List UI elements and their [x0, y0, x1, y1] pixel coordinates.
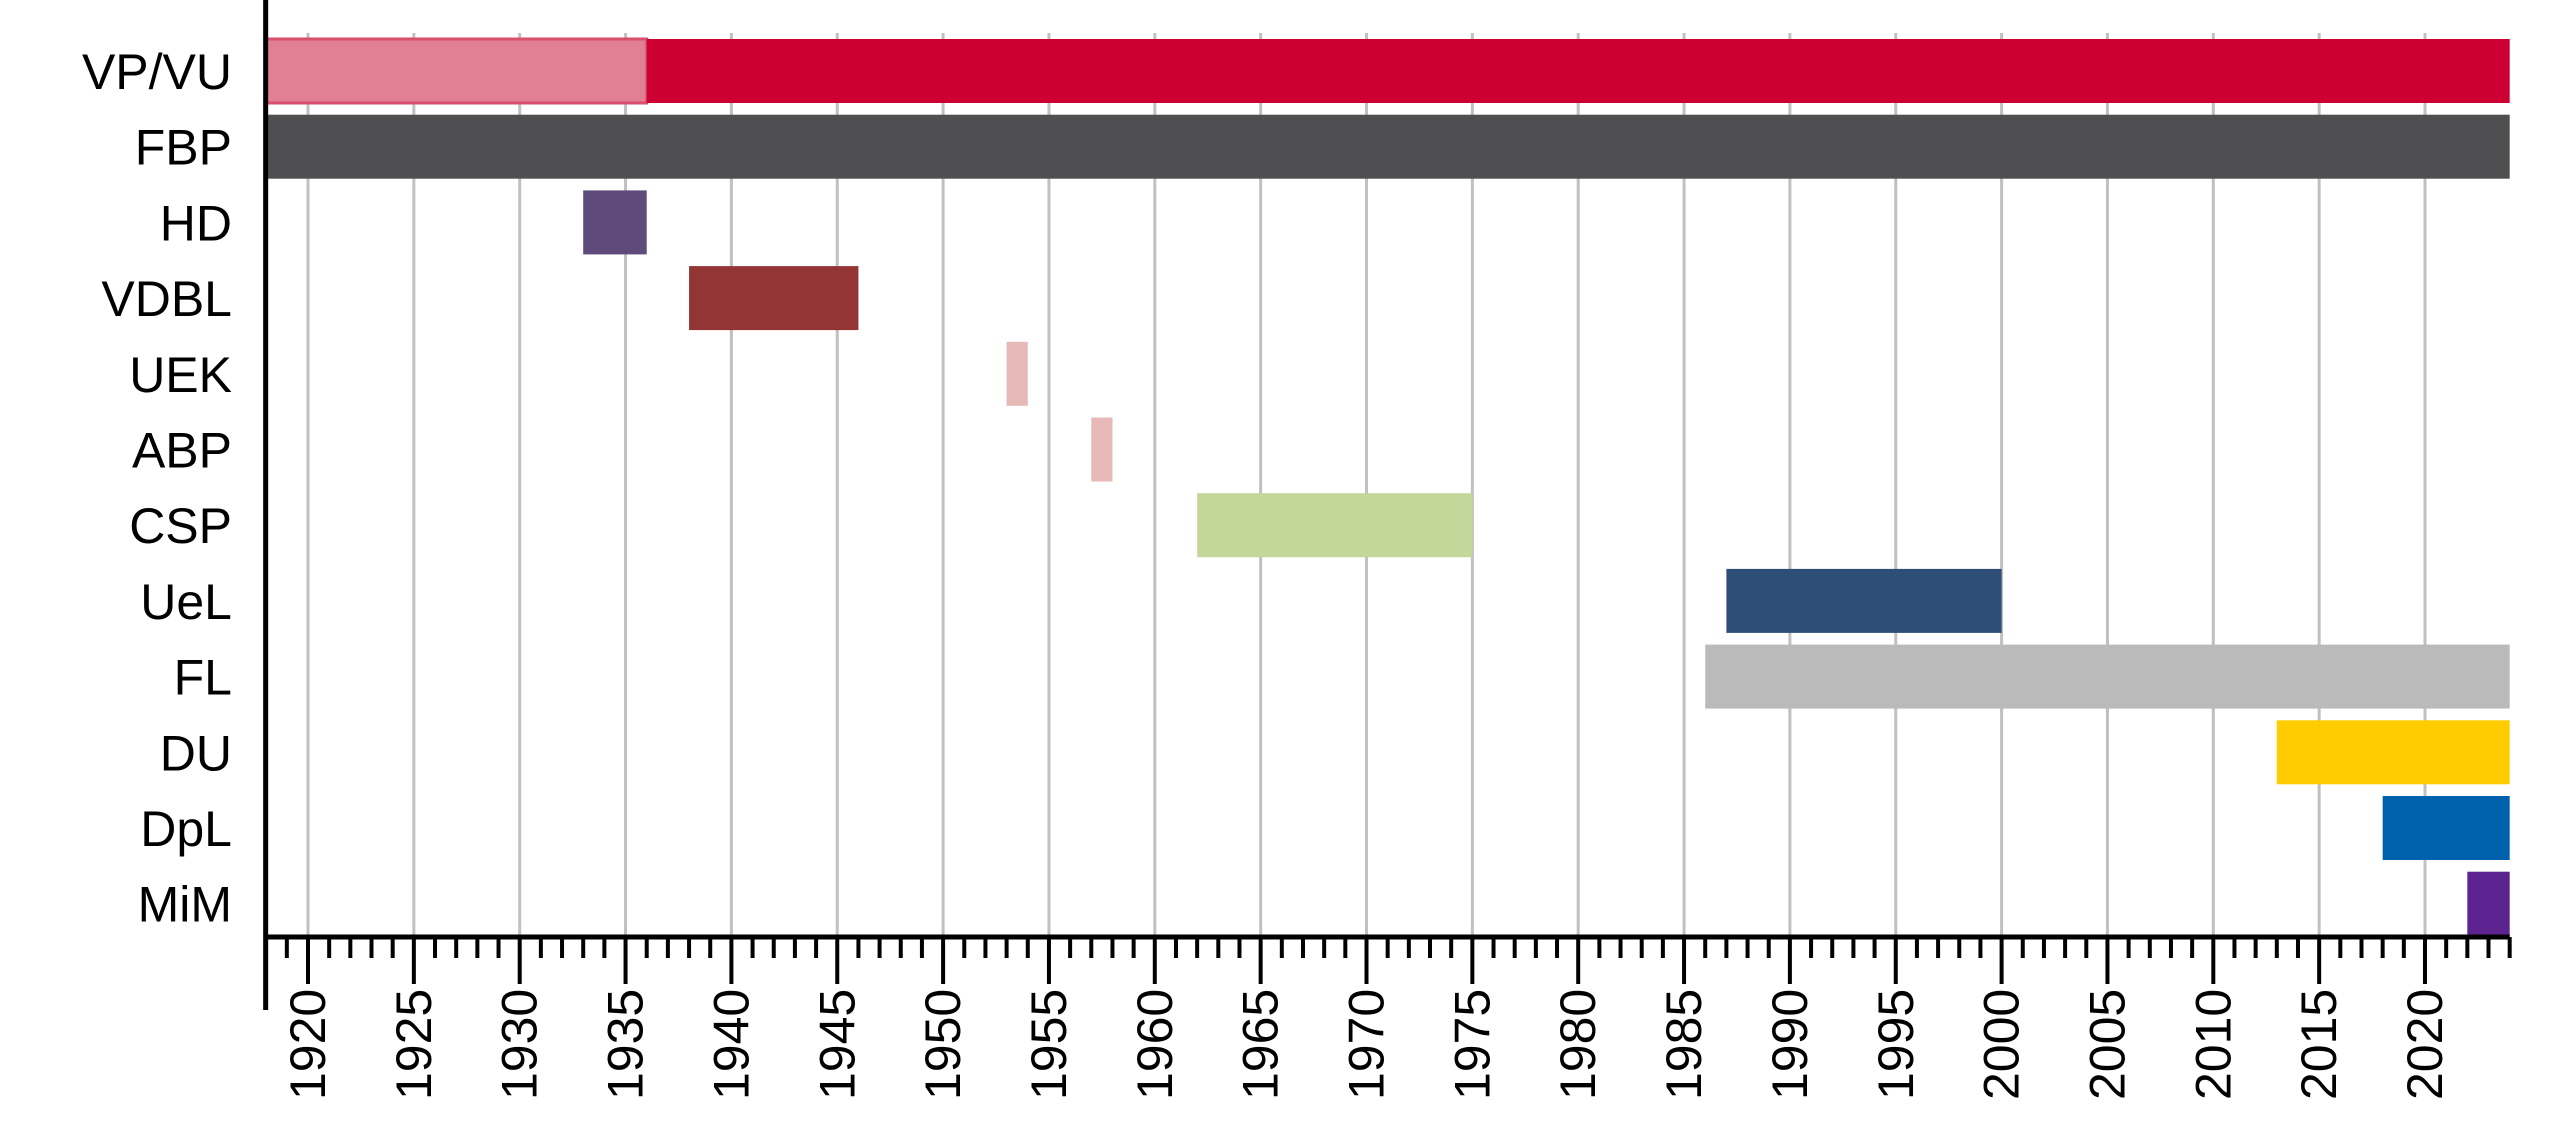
bar-fbp [265, 114, 2510, 179]
x-tick-label: 1990 [1762, 989, 1818, 1100]
x-tick-label: 1980 [1550, 989, 1606, 1100]
x-tick-label: 1965 [1233, 989, 1289, 1100]
x-tick-label: 1975 [1444, 989, 1500, 1100]
y-axis-labels: VP/VU FBP HD VDBL UEK ABP CSP UeL FL DU DpL MiM [82, 44, 232, 933]
bar-uek [1006, 341, 1028, 406]
y-label: HD [160, 195, 232, 251]
x-tick-label: 1995 [1868, 989, 1924, 1100]
x-tick-label: 1940 [703, 989, 759, 1100]
y-label: UEK [129, 347, 232, 403]
x-tick-label: 1935 [598, 989, 654, 1100]
x-tick-label: 1950 [915, 989, 971, 1100]
x-tick-label: 1925 [386, 989, 442, 1100]
bar-dpl [2382, 796, 2510, 860]
bar-du [2276, 720, 2510, 785]
bar-vp-vu-1 [264, 37, 649, 105]
bar-csp [1197, 493, 1473, 558]
bar-abp [1091, 417, 1113, 482]
y-label: FBP [135, 120, 232, 176]
x-tick-label: 1955 [1021, 989, 1077, 1100]
x-tick-label: 1960 [1127, 989, 1183, 1100]
bar-hd [583, 190, 647, 255]
bar-mim [2467, 871, 2510, 936]
bar-uel [1726, 568, 2002, 633]
axes [263, 0, 2512, 1010]
y-label: CSP [129, 498, 232, 554]
x-tick-label: 2020 [2397, 989, 2453, 1100]
x-tick-label: 2015 [2291, 989, 2347, 1100]
x-tick-label: 1920 [280, 989, 336, 1100]
y-label: ABP [132, 423, 232, 479]
x-tick-label: 1985 [1656, 989, 1712, 1100]
x-tick-label: 1930 [492, 989, 548, 1100]
gridlines [306, 33, 2427, 937]
y-label: FL [174, 650, 232, 706]
y-label: VP/VU [82, 44, 232, 100]
x-tick-label: 1945 [809, 989, 865, 1100]
y-label: DpL [140, 801, 232, 857]
y-label: DU [160, 725, 232, 781]
x-tick-label: 2000 [1974, 989, 2030, 1100]
x-tick-label: 2010 [2185, 989, 2241, 1100]
x-axis-labels: 1920 1925 1930 1935 1940 1945 1950 1955 1960 1965… [280, 989, 2453, 1100]
x-tick-label: 2005 [2079, 989, 2135, 1100]
bars [264, 37, 2510, 936]
y-label: UeL [140, 574, 232, 630]
bar-vp-vu-2 [646, 39, 2510, 103]
bar-vdbl [689, 266, 859, 331]
bar-fl [1705, 644, 2510, 709]
y-label: VDBL [101, 271, 232, 327]
y-label: MiM [138, 877, 232, 933]
x-tick-label: 1970 [1339, 989, 1395, 1100]
